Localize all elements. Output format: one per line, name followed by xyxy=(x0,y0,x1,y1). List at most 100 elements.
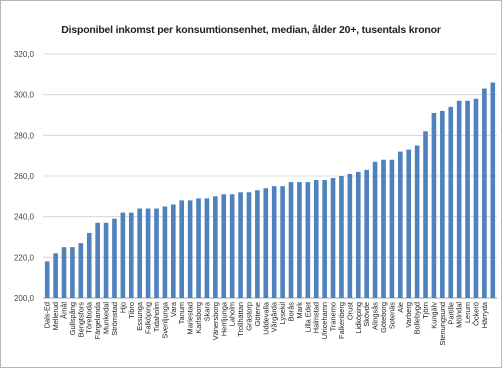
bar xyxy=(364,169,369,298)
chart-title: Disponibel inkomst per konsumtionsenhet,… xyxy=(61,24,441,36)
bar xyxy=(271,186,277,298)
bar xyxy=(423,131,428,298)
bar xyxy=(482,88,487,298)
x-tick-label: Bengtsfors xyxy=(76,302,85,338)
bar xyxy=(490,82,496,298)
bar xyxy=(53,253,58,298)
x-tick-label: Tidaholm xyxy=(152,302,161,332)
y-tick-label: 240,0 xyxy=(14,213,35,222)
bars xyxy=(44,82,496,299)
y-tick-label: 220,0 xyxy=(14,253,35,262)
x-tick-label: Stenungsund xyxy=(438,302,447,346)
x-tick-label: Laholm xyxy=(228,302,237,326)
bar xyxy=(154,208,159,298)
bar xyxy=(78,243,84,298)
y-tick-label: 320,0 xyxy=(14,50,35,59)
x-tick-label: Munkedal xyxy=(102,302,111,334)
x-tick-label: Lidköping xyxy=(354,302,363,334)
bar xyxy=(120,212,126,298)
x-tick-label: Töreboda xyxy=(85,301,94,334)
x-tick-label: Kungälv xyxy=(429,302,438,329)
bar xyxy=(297,182,302,298)
y-tick-label: 300,0 xyxy=(14,91,35,100)
bar xyxy=(355,171,361,298)
bar xyxy=(473,98,479,298)
x-tick-label: Varberg xyxy=(404,302,413,328)
x-tick-label: Uddevalla xyxy=(261,301,270,335)
bar xyxy=(196,198,201,298)
bar xyxy=(322,180,327,298)
x-tick-label: Ale xyxy=(396,302,405,313)
bar xyxy=(128,212,134,298)
bar xyxy=(372,161,378,298)
y-tick-label: 200,0 xyxy=(14,294,35,303)
x-tick-label: Götene xyxy=(253,302,262,326)
x-tick-label: Vara xyxy=(169,301,178,317)
x-tick-label: Hjo xyxy=(118,302,127,313)
bar xyxy=(448,106,454,299)
x-tick-label: Härryda xyxy=(480,301,489,328)
bar xyxy=(162,206,168,298)
x-tick-label: Karlsborg xyxy=(194,302,203,334)
bar xyxy=(347,173,353,298)
bar xyxy=(187,200,193,298)
bar xyxy=(179,200,185,298)
x-tick-label: Herrljunga xyxy=(219,301,228,336)
bar xyxy=(145,208,151,298)
x-tick-label: Halmstad xyxy=(312,302,321,333)
x-tick-label: Lysekil xyxy=(278,302,287,325)
bar xyxy=(305,182,311,298)
bar xyxy=(221,194,227,298)
x-tick-label: Alingsås xyxy=(371,302,380,330)
x-tick-label: Partille xyxy=(446,302,455,325)
bar xyxy=(288,182,294,298)
x-tick-label: Svenljunga xyxy=(160,301,169,338)
bar xyxy=(213,196,218,298)
bar xyxy=(61,247,67,298)
x-tick-label: Tranemo xyxy=(329,302,338,331)
y-tick-labels: 200,0 220,0 240,0 260,0 280,0 300,0 320,0 xyxy=(14,50,35,303)
bar xyxy=(313,180,319,298)
x-tick-label: Tanum xyxy=(177,302,186,324)
bar xyxy=(389,159,395,298)
x-tick-label: Tibro xyxy=(127,302,136,319)
bar xyxy=(465,100,470,299)
bar xyxy=(431,112,437,298)
bar xyxy=(44,261,50,298)
x-tick-label: Skara xyxy=(202,301,211,321)
bar xyxy=(406,149,412,298)
bar xyxy=(414,145,420,298)
x-tick-label: Mark xyxy=(295,302,304,319)
bar xyxy=(171,204,176,298)
bar xyxy=(440,110,445,299)
bar xyxy=(330,178,336,298)
bar xyxy=(280,186,285,298)
x-tick-label: Ulricehamn xyxy=(320,302,329,339)
y-tick-label: 280,0 xyxy=(14,131,35,140)
x-tick-label: Tjörn xyxy=(421,302,430,319)
x-tick-label: Trollhättan xyxy=(236,302,245,337)
bar xyxy=(86,232,92,298)
x-tick-label: Borås xyxy=(287,302,296,322)
x-tick-label: Strömstad xyxy=(110,302,119,336)
x-tick-label: Bollebygd xyxy=(413,302,422,334)
bar xyxy=(112,218,117,298)
bar xyxy=(381,159,386,298)
x-tick-label: Falkenberg xyxy=(337,302,346,339)
x-tick-labels: Dals-Ed Mellerud Åmål Gullspång Bengtsfors Tö… xyxy=(43,301,489,345)
bar xyxy=(263,188,269,298)
bar xyxy=(246,192,252,298)
bar xyxy=(95,222,100,298)
bar xyxy=(204,198,210,298)
x-tick-label: Vänersborg xyxy=(211,302,220,340)
x-tick-label: Mariestad xyxy=(186,302,195,334)
x-tick-label: Göteborg xyxy=(379,302,388,333)
bar xyxy=(137,208,142,298)
x-tick-label: Åmål xyxy=(60,302,69,319)
bar xyxy=(103,222,109,298)
x-tick-label: Mellerud xyxy=(51,302,60,330)
bar xyxy=(70,247,75,298)
x-tick-label: Öckerö xyxy=(471,302,480,326)
bar xyxy=(339,176,344,298)
